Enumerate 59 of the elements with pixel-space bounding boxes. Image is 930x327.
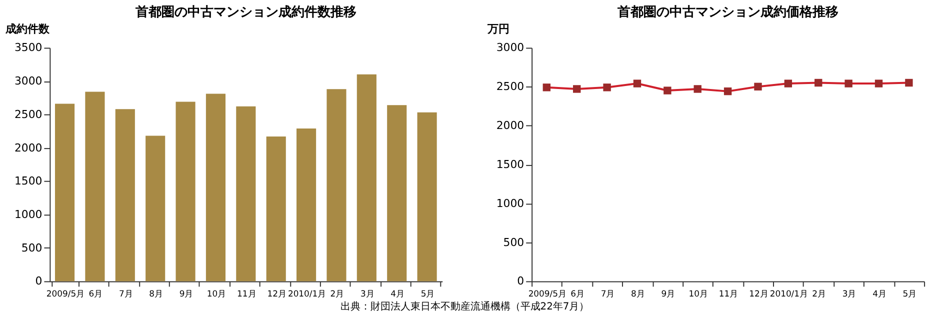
source-note: 出典：財団法人東日本不動産流通機構（平成22年7月） <box>340 300 590 313</box>
bar <box>146 136 166 282</box>
x-tick-label: 11月 <box>237 288 256 299</box>
chart-title: 首都圏の中古マンション成約価格推移 <box>616 4 838 20</box>
x-tick-label: 2月 <box>330 288 344 299</box>
y-tick-label: 3000 <box>14 74 42 88</box>
bar <box>206 94 226 282</box>
x-tick-label: 10月 <box>206 288 226 299</box>
y-tick-label: 1500 <box>496 158 524 171</box>
x-tick-label: 5月 <box>420 288 434 299</box>
y-tick-label: 2500 <box>14 108 42 121</box>
x-tick-label: 2009/5月 <box>528 288 566 299</box>
x-tick-label: 12月 <box>749 288 768 299</box>
bar <box>85 92 105 282</box>
y-tick-label: 1000 <box>496 196 524 210</box>
y-axis-title: 万円 <box>486 22 510 36</box>
x-tick-label: 2010/1月 <box>770 288 808 299</box>
x-tick-label: 7月 <box>600 288 614 299</box>
x-tick-label: 12月 <box>267 288 286 299</box>
y-tick-label: 500 <box>503 236 524 249</box>
bar <box>115 109 135 282</box>
x-tick-label: 2009/5月 <box>46 288 84 299</box>
y-tick-label: 1000 <box>14 208 42 221</box>
bar <box>326 89 346 282</box>
y-tick-label: 2000 <box>14 141 42 154</box>
x-tick-label: 6月 <box>88 288 102 299</box>
x-tick-label: 3月 <box>842 288 856 299</box>
bar <box>417 112 437 282</box>
bar <box>176 102 196 282</box>
x-tick-label: 10月 <box>688 288 708 299</box>
x-tick-label: 4月 <box>872 288 886 299</box>
y-tick-label: 3000 <box>496 41 524 54</box>
chart-title: 首都圏の中古マンション成約件数推移 <box>134 4 356 20</box>
bar <box>236 106 256 282</box>
x-tick-label: 11月 <box>718 288 738 299</box>
y-axis-title: 成約件数 <box>4 22 50 36</box>
x-tick-label: 5月 <box>902 288 916 299</box>
x-tick-label: 2010/1月 <box>288 288 326 299</box>
x-tick-label: 3月 <box>360 288 374 299</box>
bar <box>296 128 316 282</box>
x-tick-label: 7月 <box>118 288 132 299</box>
y-tick-label: 3500 <box>14 41 42 54</box>
x-tick-label: 8月 <box>631 288 644 299</box>
y-tick-label: 0 <box>35 274 42 288</box>
y-tick-label: 500 <box>21 241 42 254</box>
bar <box>54 104 75 282</box>
y-tick-label: 2000 <box>496 119 524 132</box>
bar <box>387 105 407 282</box>
y-tick-label: 2500 <box>496 80 524 94</box>
y-tick-label: 1500 <box>14 174 42 188</box>
bar <box>356 74 376 282</box>
x-tick-label: 9月 <box>661 288 675 299</box>
y-tick-label: 0 <box>517 274 524 288</box>
x-tick-label: 9月 <box>179 288 193 299</box>
x-tick-label: 6月 <box>570 288 584 299</box>
bar <box>266 136 286 282</box>
x-tick-label: 4月 <box>390 288 404 299</box>
x-tick-label: 8月 <box>149 288 163 299</box>
x-tick-label: 2月 <box>812 288 826 299</box>
